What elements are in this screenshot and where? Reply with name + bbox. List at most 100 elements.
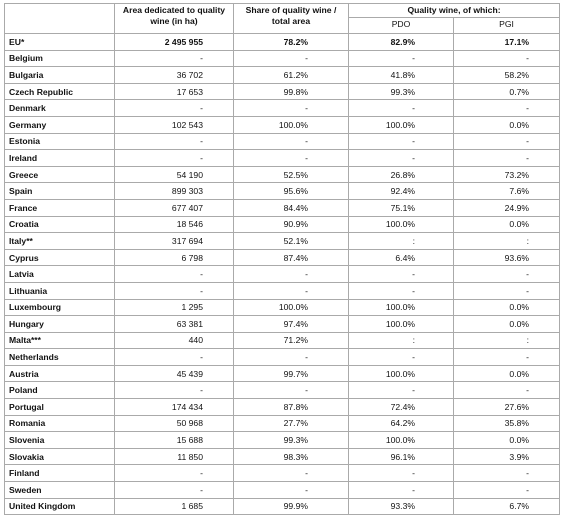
table-row: Lithuania - - - - xyxy=(4,281,561,300)
country-cell: Hungary xyxy=(4,315,115,333)
value-cell: 92.4% xyxy=(348,182,454,200)
table-row: Spain 899 303 95.6% 92.4% 7.6% xyxy=(4,182,561,200)
value-cell: 41.8% xyxy=(348,66,454,84)
value-cell: 26.8% xyxy=(348,165,454,184)
value-cell: - xyxy=(348,464,454,483)
value-cell: - xyxy=(114,149,234,167)
table-row: Czech Republic 17 653 99.8% 99.3% 0.7% xyxy=(4,82,561,101)
value-cell: - xyxy=(452,348,561,366)
value-cell: 99.7% xyxy=(233,364,349,383)
value-cell: 99.9% xyxy=(233,497,349,516)
value-cell: 87.8% xyxy=(233,398,349,416)
value-cell: 0.0% xyxy=(452,298,561,317)
country-cell: Croatia xyxy=(4,215,115,234)
value-cell: 99.8% xyxy=(233,82,349,101)
value-cell: - xyxy=(452,464,561,483)
value-cell: - xyxy=(452,381,561,400)
value-cell: 95.6% xyxy=(233,182,349,200)
value-cell: 3.9% xyxy=(452,447,561,466)
value-cell: 100.0% xyxy=(348,431,454,449)
value-cell: 102 543 xyxy=(114,115,234,134)
country-cell: Poland xyxy=(4,381,115,400)
value-cell: - xyxy=(114,265,234,283)
value-cell: - xyxy=(348,149,454,167)
value-cell: 90.9% xyxy=(233,215,349,234)
value-cell: 99.3% xyxy=(348,82,454,101)
value-cell: - xyxy=(452,281,561,300)
value-cell: 174 434 xyxy=(114,398,234,416)
value-cell: 677 407 xyxy=(114,198,234,217)
value-cell: - xyxy=(114,281,234,300)
value-cell: 54 190 xyxy=(114,165,234,184)
country-cell: Spain xyxy=(4,182,115,200)
wine-table: Area dedicated to quality wine (in ha) S… xyxy=(4,3,561,516)
value-cell: 78.2% xyxy=(233,33,349,51)
header-cell: PDO xyxy=(348,17,454,34)
table-row: EU* 2 495 955 78.2% 82.9% 17.1% xyxy=(4,33,561,51)
value-cell: - xyxy=(452,481,561,499)
value-cell: 58.2% xyxy=(452,66,561,84)
table-row: Italy** 317 694 52.1%:: xyxy=(4,232,561,250)
value-cell: 63 381 xyxy=(114,315,234,333)
country-cell: Austria xyxy=(4,364,115,383)
table-row: Portugal 174 434 87.8% 72.4% 27.6% xyxy=(4,398,561,416)
table-row: Finland - - - - xyxy=(4,464,561,483)
value-cell: - xyxy=(233,149,349,167)
corner-cell xyxy=(4,3,115,34)
header-cell: Area dedicated to quality wine (in ha) xyxy=(114,3,234,34)
value-cell: - xyxy=(233,281,349,300)
table-row: Sweden - - - - xyxy=(4,481,561,499)
table-row: United Kingdom 1 685 99.9% 93.3% 6.7% xyxy=(4,497,561,516)
value-cell: 87.4% xyxy=(233,248,349,267)
value-cell: - xyxy=(452,149,561,167)
value-cell: 899 303 xyxy=(114,182,234,200)
value-cell: 6 798 xyxy=(114,248,234,267)
country-cell: Slovakia xyxy=(4,447,115,466)
value-cell: 17 653 xyxy=(114,82,234,101)
country-cell: United Kingdom xyxy=(4,497,115,516)
value-cell: 99.3% xyxy=(233,431,349,449)
value-cell: 100.0% xyxy=(348,215,454,234)
country-cell: Italy** xyxy=(4,232,115,250)
table-row: Estonia - - - - xyxy=(4,132,561,151)
value-cell: 100.0% xyxy=(348,364,454,383)
table-row: Croatia 18 546 90.9% 100.0% 0.0% xyxy=(4,215,561,234)
value-cell: 100.0% xyxy=(233,115,349,134)
table-header: Area dedicated to quality wine (in ha) S… xyxy=(4,3,561,34)
value-cell: 64.2% xyxy=(348,414,454,433)
value-cell: : xyxy=(452,232,561,250)
table-row: Luxembourg 1 295 100.0% 100.0% 0.0% xyxy=(4,298,561,317)
table-row: Austria 45 439 99.7% 100.0% 0.0% xyxy=(4,364,561,383)
value-cell: : xyxy=(452,331,561,350)
value-cell: 0.0% xyxy=(452,364,561,383)
value-cell: 18 546 xyxy=(114,215,234,234)
value-cell: - xyxy=(233,348,349,366)
value-cell: - xyxy=(348,99,454,117)
value-cell: 84.4% xyxy=(233,198,349,217)
value-cell: - xyxy=(233,464,349,483)
country-cell: France xyxy=(4,198,115,217)
value-cell: 35.8% xyxy=(452,414,561,433)
country-cell: Sweden xyxy=(4,481,115,499)
value-cell: 7.6% xyxy=(452,182,561,200)
value-cell: 45 439 xyxy=(114,364,234,383)
value-cell: - xyxy=(233,381,349,400)
country-cell: Netherlands xyxy=(4,348,115,366)
country-cell: Romania xyxy=(4,414,115,433)
country-cell: Slovenia xyxy=(4,431,115,449)
table-row: Latvia - - - - xyxy=(4,265,561,283)
value-cell: - xyxy=(114,381,234,400)
table-row: France 677 407 84.4% 75.1% 24.9% xyxy=(4,198,561,217)
value-cell: 50 968 xyxy=(114,414,234,433)
value-cell: 0.7% xyxy=(452,82,561,101)
table-row: Cyprus 6 798 87.4% 6.4% 93.6% xyxy=(4,248,561,267)
table-row: Malta*** 440 71.2%:: xyxy=(4,331,561,350)
value-cell: 100.0% xyxy=(348,315,454,333)
value-cell: - xyxy=(348,348,454,366)
value-cell: - xyxy=(452,265,561,283)
value-cell: : xyxy=(348,232,454,250)
country-cell: Estonia xyxy=(4,132,115,151)
value-cell: 71.2% xyxy=(233,331,349,350)
value-cell: 1 295 xyxy=(114,298,234,317)
value-cell: 0.0% xyxy=(452,215,561,234)
